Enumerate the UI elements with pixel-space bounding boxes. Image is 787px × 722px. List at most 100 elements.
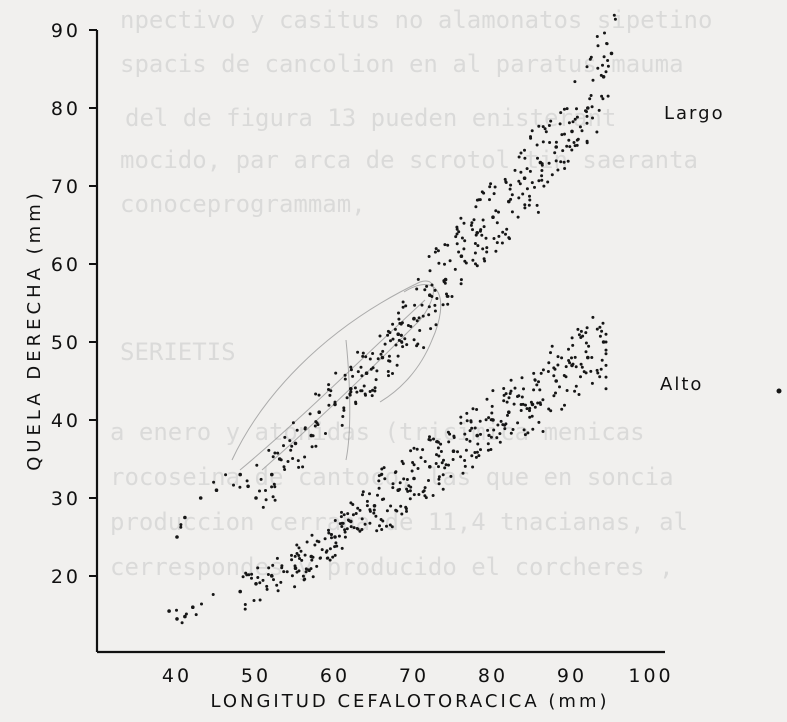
data-point xyxy=(558,385,561,389)
data-point xyxy=(330,536,333,540)
data-point xyxy=(575,107,578,111)
data-point xyxy=(175,617,179,621)
data-point xyxy=(490,411,494,415)
data-point xyxy=(483,259,487,263)
data-point xyxy=(525,167,529,171)
data-point xyxy=(297,546,301,550)
data-point xyxy=(340,525,344,528)
y-tick-label: 60 xyxy=(51,254,81,276)
data-point xyxy=(600,329,604,333)
data-point xyxy=(387,374,390,378)
data-point xyxy=(559,111,563,115)
y-tick-label: 90 xyxy=(51,20,81,42)
data-point xyxy=(374,514,378,518)
data-point xyxy=(305,540,309,544)
data-point xyxy=(232,483,235,487)
data-point xyxy=(469,223,473,227)
data-point xyxy=(529,136,533,140)
data-point xyxy=(601,321,605,325)
data-point xyxy=(435,453,438,457)
data-point xyxy=(372,511,376,515)
bleed-through-text: npectivo y casitus no alamonatos sipetin… xyxy=(110,6,712,581)
data-point xyxy=(546,180,550,184)
data-point xyxy=(427,255,431,258)
data-point xyxy=(585,326,589,330)
data-point xyxy=(596,371,600,375)
data-point xyxy=(560,407,564,411)
data-point xyxy=(443,262,446,266)
data-point xyxy=(584,109,587,113)
data-point xyxy=(504,422,508,426)
data-point xyxy=(528,198,532,202)
data-point xyxy=(376,493,379,497)
data-point xyxy=(570,356,573,360)
data-point xyxy=(455,242,459,246)
data-point xyxy=(579,329,583,333)
data-point xyxy=(547,124,551,127)
data-point xyxy=(283,468,287,471)
data-point xyxy=(327,383,331,387)
data-point xyxy=(522,176,527,180)
data-point xyxy=(508,392,512,395)
data-point xyxy=(389,504,393,508)
data-point xyxy=(475,433,480,438)
data-point xyxy=(572,141,576,144)
data-point xyxy=(508,187,512,191)
data-point xyxy=(549,409,553,413)
data-point xyxy=(345,527,349,531)
data-point xyxy=(395,363,399,367)
data-point xyxy=(604,352,608,356)
data-point xyxy=(334,541,338,545)
data-point xyxy=(523,156,527,160)
data-point xyxy=(477,198,481,202)
data-point xyxy=(580,129,584,133)
data-point xyxy=(521,402,525,406)
data-point xyxy=(527,203,531,207)
data-point xyxy=(492,237,496,240)
data-point xyxy=(559,160,563,164)
data-point xyxy=(542,184,546,188)
data-point xyxy=(313,424,317,428)
data-point xyxy=(570,129,574,134)
data-point xyxy=(530,129,534,133)
data-point xyxy=(540,163,544,167)
data-point xyxy=(473,242,477,245)
data-point xyxy=(571,343,575,347)
data-point xyxy=(307,568,311,572)
data-point xyxy=(331,555,335,559)
data-point xyxy=(575,143,579,147)
data-point xyxy=(537,420,541,424)
data-point xyxy=(567,347,570,351)
data-point xyxy=(273,451,277,455)
data-point xyxy=(358,508,362,512)
data-point xyxy=(421,490,425,494)
y-axis-title: QUELA DERECHA (mm) xyxy=(24,189,45,471)
data-point xyxy=(406,489,410,493)
data-point xyxy=(255,463,259,467)
data-point xyxy=(479,432,482,436)
data-point xyxy=(522,387,525,391)
data-point xyxy=(298,557,301,560)
data-point xyxy=(441,473,445,477)
data-point xyxy=(391,337,395,341)
data-point xyxy=(565,107,569,111)
data-point xyxy=(334,371,338,375)
data-point xyxy=(584,350,588,354)
data-point xyxy=(380,467,384,471)
data-point xyxy=(509,197,513,201)
data-point xyxy=(183,614,187,619)
data-point xyxy=(487,433,491,437)
data-point xyxy=(369,367,373,371)
data-point xyxy=(604,363,608,367)
data-point xyxy=(549,351,552,355)
data-point xyxy=(553,151,557,155)
data-point xyxy=(293,441,298,446)
data-point xyxy=(406,324,410,327)
data-point xyxy=(504,180,508,184)
data-point xyxy=(241,575,245,579)
data-point xyxy=(537,179,541,183)
data-point xyxy=(363,522,367,526)
data-point xyxy=(342,408,346,412)
data-point xyxy=(452,434,456,438)
data-point xyxy=(271,563,275,567)
